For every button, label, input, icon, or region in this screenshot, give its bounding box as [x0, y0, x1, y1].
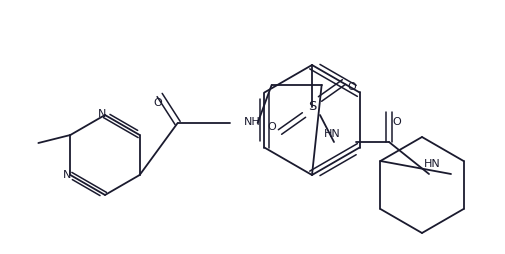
Text: HN: HN	[423, 159, 440, 169]
Text: O: O	[267, 122, 276, 132]
Text: N: N	[63, 170, 71, 180]
Text: NH: NH	[243, 117, 260, 127]
Text: O: O	[392, 117, 400, 127]
Text: N: N	[97, 109, 106, 119]
Text: HN: HN	[323, 129, 340, 139]
Text: O: O	[153, 98, 162, 108]
Text: S: S	[307, 101, 316, 114]
Text: O: O	[347, 82, 356, 92]
